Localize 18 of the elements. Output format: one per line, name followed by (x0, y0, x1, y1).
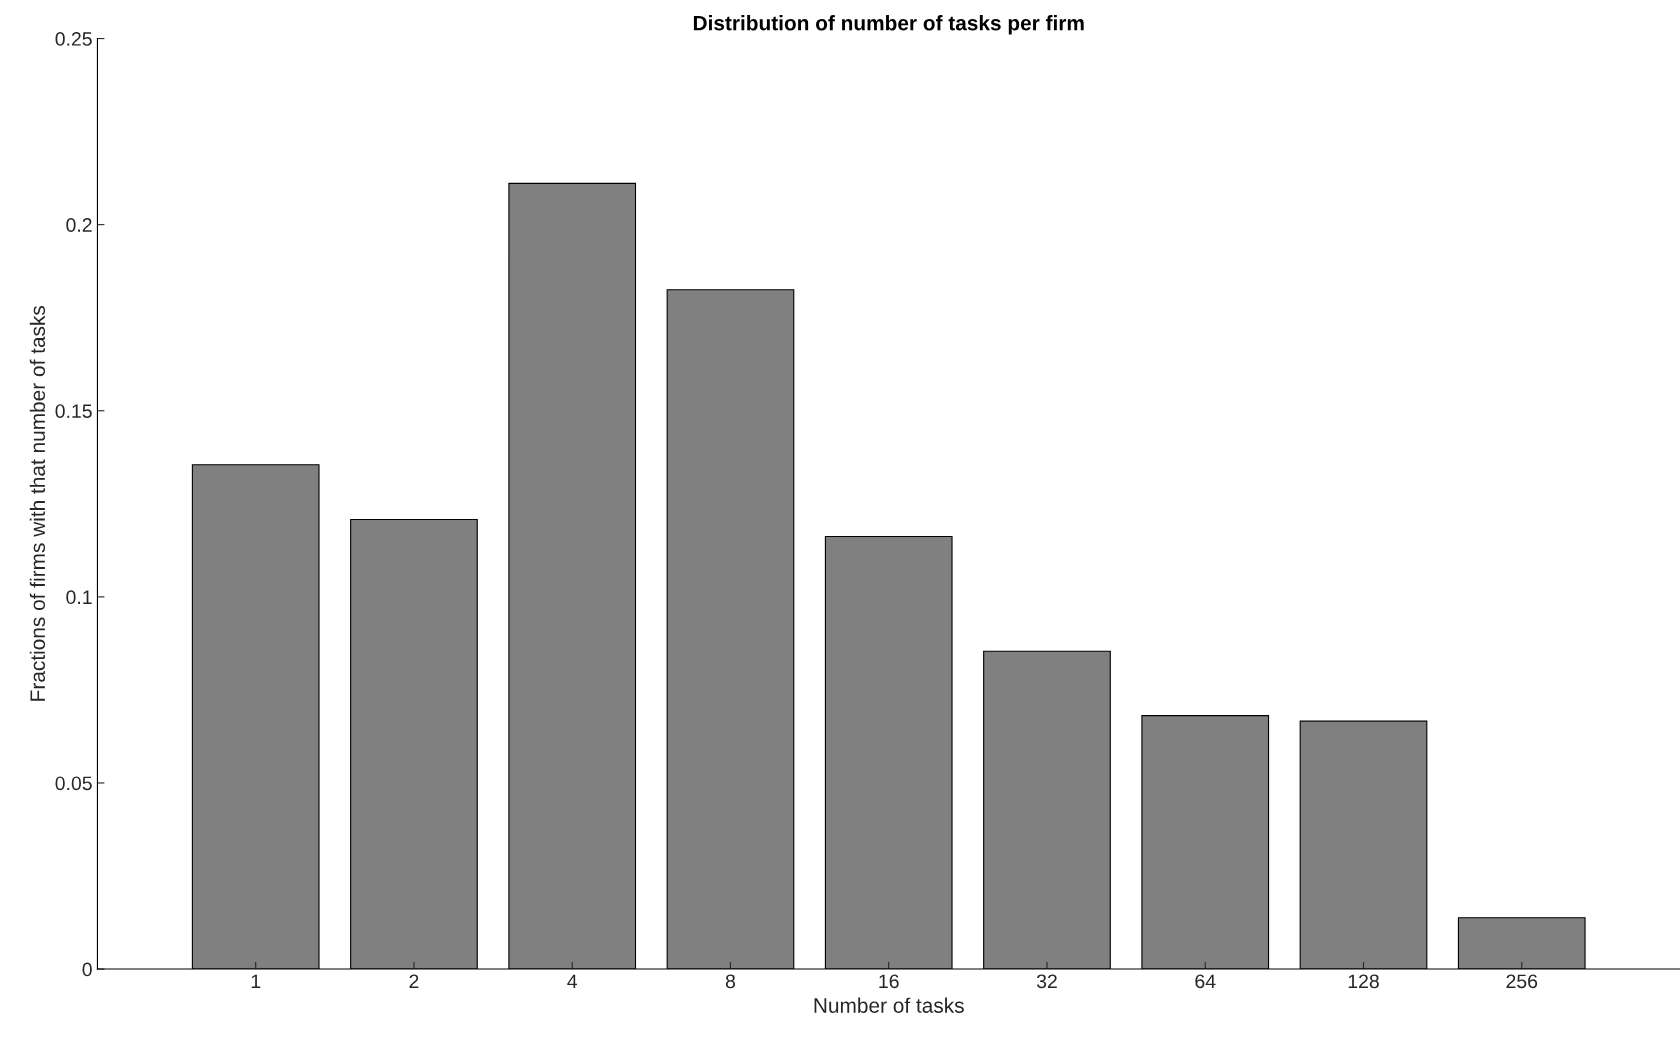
x-tick-label: 4 (567, 974, 578, 989)
y-tick-label: 0.2 (66, 218, 92, 232)
y-tick-label: 0.1 (66, 590, 92, 605)
y-tick-label: 0.25 (55, 32, 92, 46)
y-tick-label: 0.05 (55, 776, 92, 791)
x-tick-label: 1 (251, 974, 261, 989)
y-tick-label: 0.15 (55, 404, 92, 418)
x-tick-label: 32 (1036, 974, 1057, 989)
y-axis-title: Fractions of firms with that number of tasks (29, 305, 46, 701)
x-tick-label: 16 (879, 974, 899, 989)
chart-title: Distribution of number of tasks per firm (693, 15, 1084, 35)
x-axis-title: Number of tasks (814, 997, 964, 1013)
x-tick-label: 64 (1195, 974, 1216, 989)
x-tick-label: 256 (1506, 974, 1538, 989)
x-tick-label: 128 (1348, 974, 1379, 989)
x-tick-label: 8 (725, 974, 736, 989)
x-tick-label: 2 (409, 974, 419, 989)
y-tick-label: 0 (82, 962, 92, 977)
